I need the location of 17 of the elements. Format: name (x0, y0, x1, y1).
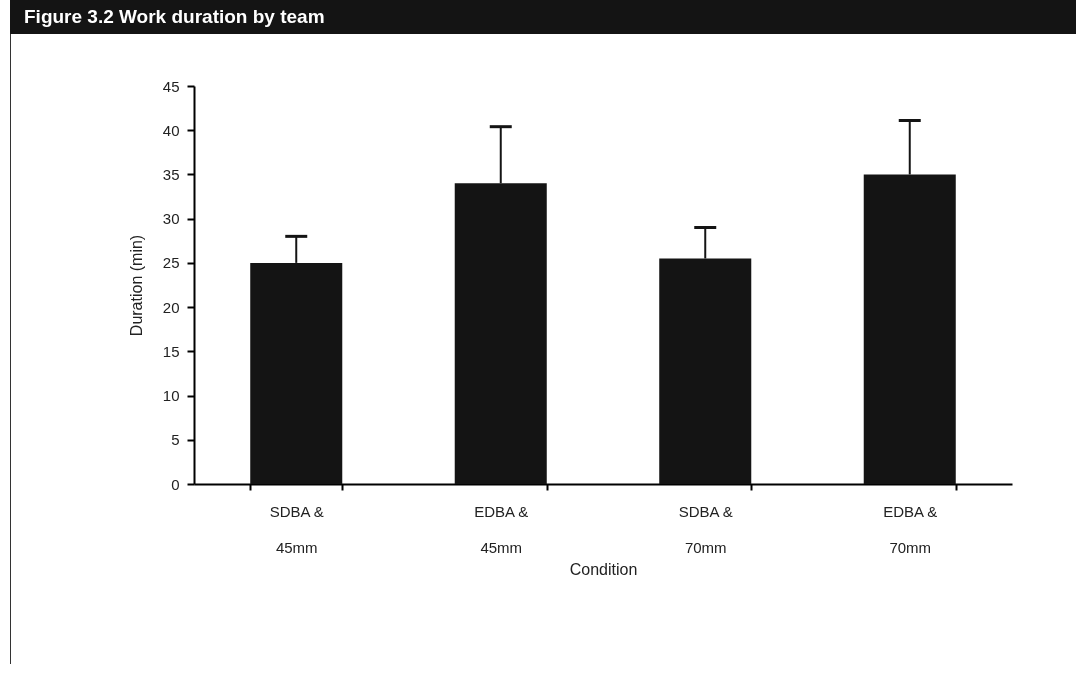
y-tick-label: 45 (162, 77, 180, 95)
y-tick-label: 30 (162, 210, 180, 228)
y-tick-label: 20 (162, 298, 180, 316)
category-label: SDBA & 70mm (678, 502, 733, 556)
category-label: EDBA & 45mm (474, 502, 529, 556)
y-tick-label: 35 (162, 165, 180, 183)
y-tick-label: 5 (171, 431, 180, 449)
category-label: SDBA & 45mm (269, 502, 324, 556)
y-tick-label: 15 (162, 342, 180, 360)
y-tick-label: 10 (162, 387, 180, 405)
y-tick-label: 25 (162, 254, 180, 272)
chart-title: Figure 3.2 Work duration by team (10, 0, 1076, 34)
y-tick-label: 40 (162, 121, 180, 139)
y-tick-label: 0 (171, 475, 180, 493)
category-label: EDBA & 70mm (883, 502, 938, 556)
y-axis-title: Duration (min) (127, 234, 145, 337)
x-axis-title: Condition (569, 560, 638, 578)
